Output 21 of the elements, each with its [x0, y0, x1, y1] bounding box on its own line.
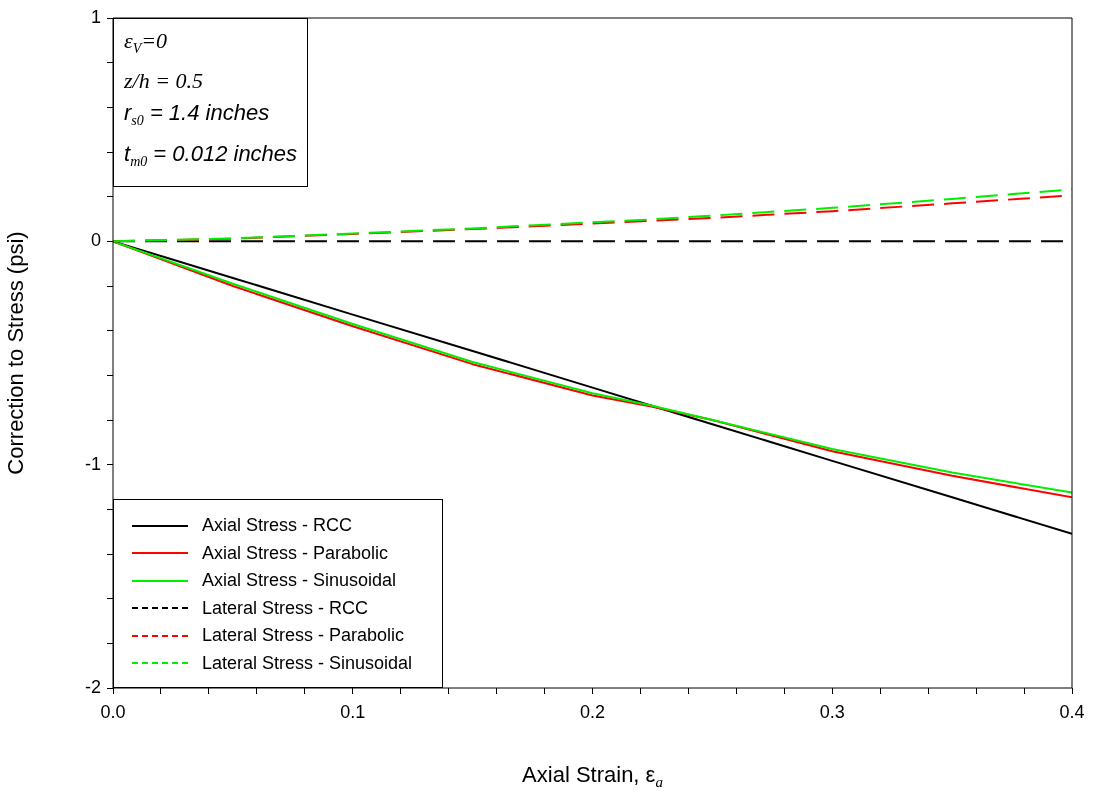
- x-tick-label: 0.4: [1059, 701, 1085, 722]
- legend-label: Lateral Stress - RCC: [202, 597, 369, 619]
- annotation: ε$_{V}$=0: [124, 27, 169, 59]
- x-tick-label: 0.1: [340, 701, 366, 722]
- legend-label: Lateral Stress - Parabolic: [202, 625, 405, 647]
- y-tick-label: 0: [90, 230, 101, 251]
- annotation: r$_{s0}$ = 1.4 inches: [124, 99, 271, 131]
- x-tick-label: 0.2: [579, 701, 606, 722]
- y-tick-label: -2: [84, 676, 101, 697]
- y-tick-label: -1: [84, 453, 101, 474]
- y-tick-label: 1: [90, 6, 101, 27]
- legend-label: Axial Stress - Parabolic: [202, 542, 389, 564]
- y-axis-title: Correction to Stress (psi): [3, 231, 29, 475]
- annotation: t$_{m0}$ = 0.012 inches: [124, 139, 298, 172]
- x-tick-label: 0.3: [819, 701, 845, 722]
- legend-label: Axial Stress - Sinusoidal: [202, 570, 397, 592]
- x-axis-title: Axial Strain, ε$_{a}$: [521, 762, 664, 792]
- x-tick-label: 0.0: [100, 701, 126, 722]
- legend-label: Axial Stress - RCC: [202, 515, 353, 537]
- legend-label: Lateral Stress - Sinusoidal: [202, 652, 413, 674]
- annotation: z/h = 0.5: [124, 67, 205, 96]
